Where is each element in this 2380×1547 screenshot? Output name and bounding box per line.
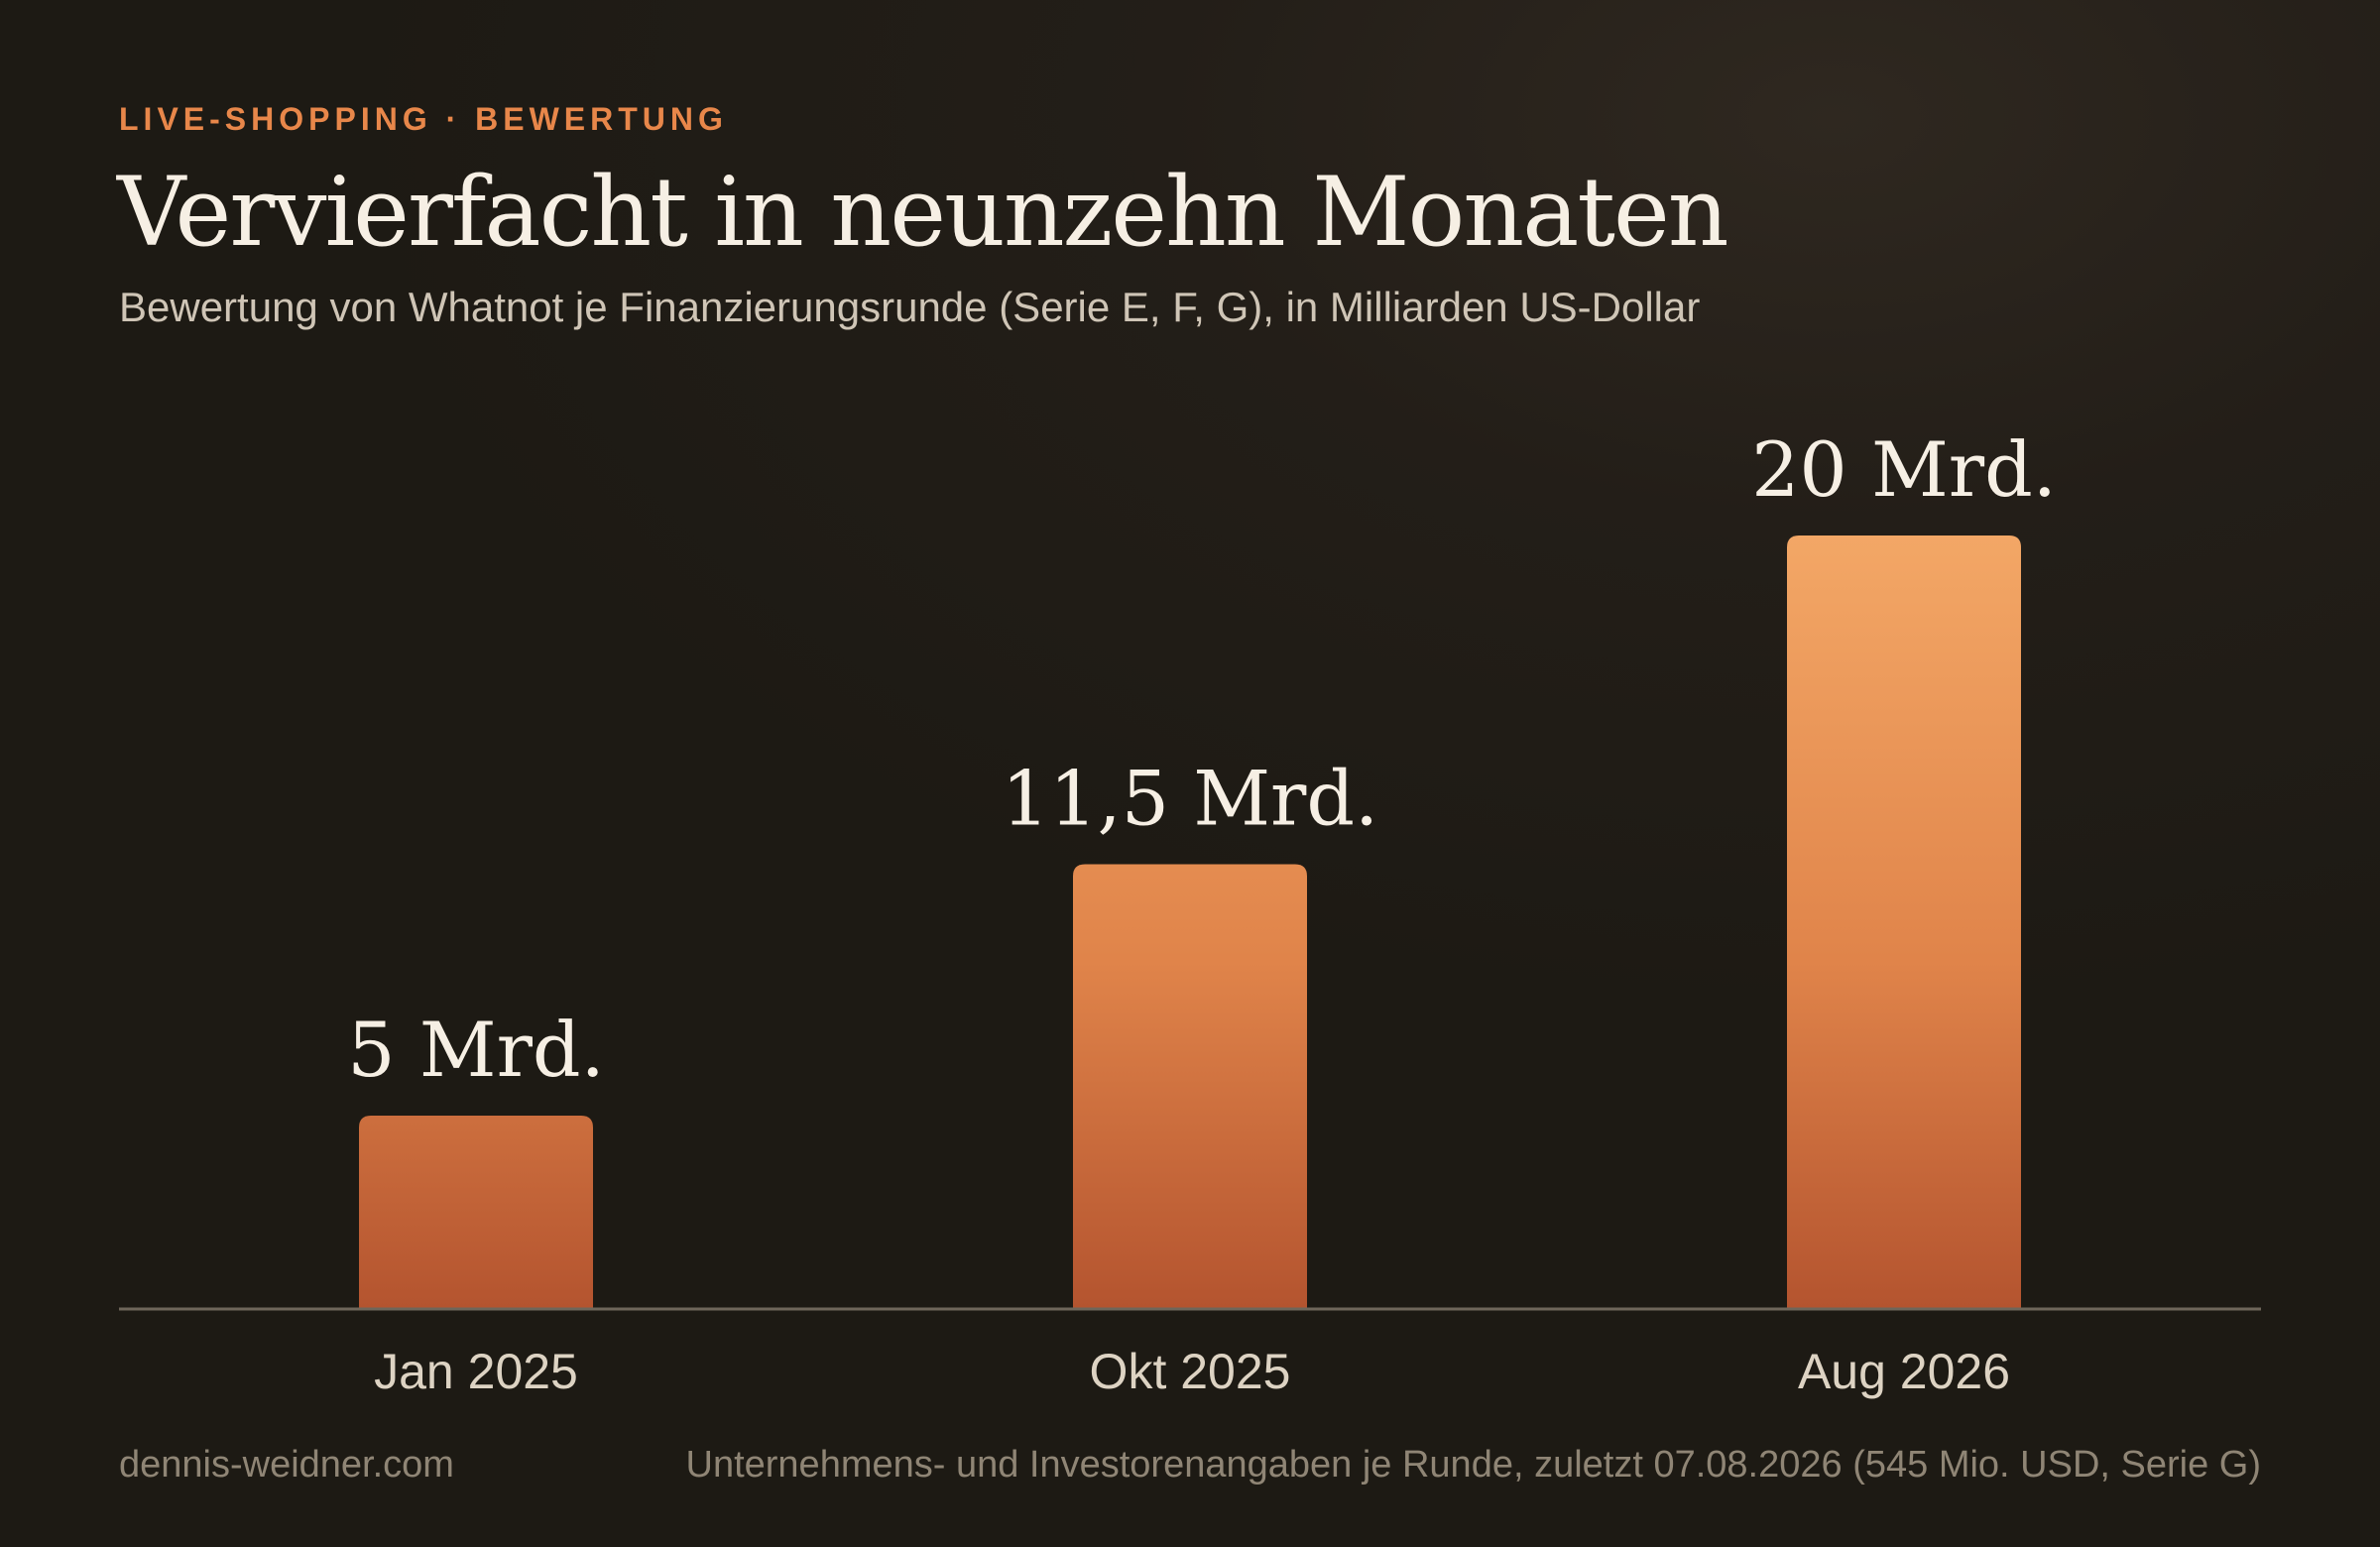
footer-source: Unternehmens- und Investorenangaben je R… bbox=[685, 1444, 2262, 1486]
bar-3 bbox=[1787, 536, 2021, 1309]
labels-group: 5 Mrd. Jan 2025 11,5 Mrd. Okt 2025 20 Mrd. Au… bbox=[347, 425, 2057, 1399]
chart-subtitle: Bewertung von Whatnot je Finanzierungsru… bbox=[119, 284, 1701, 330]
data-label-1: 5 Mrd. bbox=[347, 1006, 604, 1094]
bar-2 bbox=[1073, 864, 1307, 1309]
data-label-3: 20 Mrd. bbox=[1751, 425, 2057, 514]
bar-1 bbox=[359, 1116, 593, 1309]
chart-title: Vervierfacht in neunzehn Monaten bbox=[117, 157, 1729, 268]
bars-group bbox=[359, 536, 2021, 1309]
footer-site: dennis-weidner.com bbox=[119, 1444, 454, 1486]
x-tick-label-1: Jan 2025 bbox=[374, 1344, 578, 1399]
chart-kicker: LIVE-SHOPPING · BEWERTUNG bbox=[119, 101, 728, 137]
data-label-2: 11,5 Mrd. bbox=[1002, 755, 1378, 843]
x-tick-label-2: Okt 2025 bbox=[1090, 1344, 1291, 1399]
x-tick-label-3: Aug 2026 bbox=[1798, 1344, 2010, 1399]
